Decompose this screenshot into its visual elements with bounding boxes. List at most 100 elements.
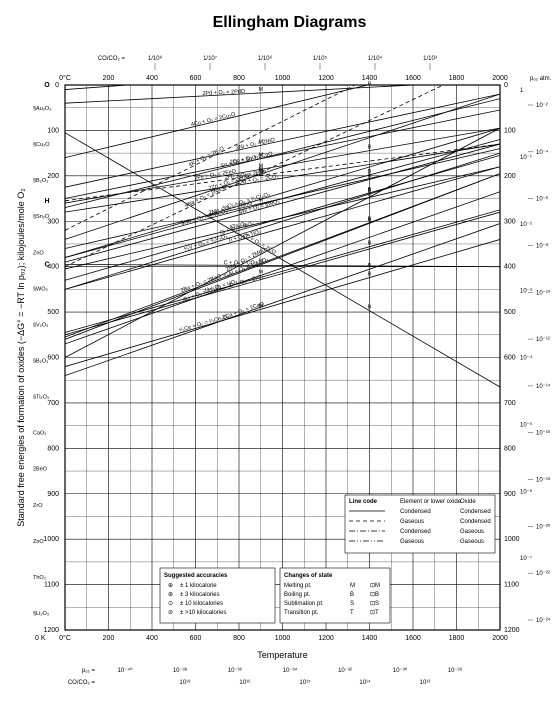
svg-text:400: 400 (504, 264, 516, 271)
svg-text:0°C: 0°C (59, 74, 71, 82)
svg-text:1000: 1000 (43, 536, 59, 543)
svg-text:M: M (258, 303, 263, 309)
svg-text:600: 600 (47, 355, 59, 362)
svg-text:T: T (350, 610, 354, 616)
svg-text:1: 1 (520, 88, 524, 94)
svg-text:10⁻³⁸: 10⁻³⁸ (173, 667, 188, 674)
svg-text:1/10⁷: 1/10⁷ (203, 55, 217, 62)
svg-text:§V₂O₃: §V₂O₃ (33, 322, 48, 328)
svg-text:B: B (368, 263, 372, 269)
svg-text:10⁻³⁶: 10⁻³⁶ (228, 667, 243, 674)
svg-text:700: 700 (47, 400, 59, 407)
svg-text:2000: 2000 (492, 635, 508, 642)
svg-text:§Au₂O₃: §Au₂O₃ (33, 106, 51, 112)
svg-text:CO/CO₂ =: CO/CO₂ = (68, 680, 96, 686)
svg-text:400: 400 (146, 635, 158, 642)
svg-text:§Cu₂O: §Cu₂O (33, 142, 50, 148)
svg-text:2Pd + O₂ = 2PdO: 2Pd + O₂ = 2PdO (202, 89, 246, 97)
svg-text:10¹⁸: 10¹⁸ (179, 679, 191, 686)
svg-text:10⁻⁵: 10⁻⁵ (520, 421, 533, 428)
svg-text:Sublimation pt.: Sublimation pt. (284, 601, 324, 607)
svg-text:0: 0 (55, 82, 59, 89)
svg-text:Element or lower oxide: Element or lower oxide (400, 499, 462, 505)
svg-text:Line code: Line code (349, 499, 378, 505)
svg-text:S: S (350, 601, 354, 607)
svg-text:pₒ₂ =: pₒ₂ = (82, 668, 96, 674)
svg-text:1100: 1100 (44, 582, 59, 589)
page-title: Ellingham Diagrams (10, 14, 559, 32)
svg-text:⊘: ⊘ (168, 610, 173, 616)
svg-text:§Ti₂O₃: §Ti₂O₃ (33, 395, 49, 401)
svg-text:1/10³: 1/10³ (423, 56, 437, 62)
svg-text:Gaseous: Gaseous (400, 539, 424, 545)
svg-text:10⁻²⁸: 10⁻²⁸ (448, 667, 463, 674)
svg-text:10⁻²²: 10⁻²² (536, 571, 550, 577)
svg-text:10⁻¹⁰: 10⁻¹⁰ (536, 289, 551, 296)
svg-text:M: M (350, 583, 355, 589)
svg-text:ZnO: ZnO (33, 539, 44, 545)
svg-text:10⁻²: 10⁻² (536, 103, 548, 109)
svg-text:C: C (44, 261, 49, 268)
svg-text:10⁻⁷: 10⁻⁷ (520, 555, 532, 562)
svg-text:B: B (368, 272, 372, 278)
svg-text:M: M (258, 87, 263, 93)
svg-text:100: 100 (47, 127, 59, 134)
svg-text:1/10⁵: 1/10⁵ (313, 55, 328, 62)
svg-text:800: 800 (504, 445, 516, 452)
svg-text:Suggested accuracies: Suggested accuracies (164, 573, 228, 579)
svg-text:1800: 1800 (449, 635, 465, 642)
svg-text:1800: 1800 (449, 75, 465, 82)
svg-text:700: 700 (504, 400, 516, 407)
svg-text:10⁻¹²: 10⁻¹² (536, 337, 550, 343)
svg-text:± >10 kilocalories: ± >10 kilocalories (180, 610, 226, 616)
svg-text:§WO₃: §WO₃ (33, 286, 48, 292)
svg-text:600: 600 (190, 75, 202, 82)
svg-text:M: M (258, 167, 263, 173)
svg-text:500: 500 (47, 309, 59, 316)
svg-text:500: 500 (504, 309, 516, 316)
svg-text:1200: 1200 (318, 635, 334, 642)
svg-text:2000: 2000 (492, 75, 508, 82)
svg-text:200: 200 (103, 75, 115, 82)
svg-text:1200: 1200 (318, 75, 334, 82)
svg-text:10¹⁴: 10¹⁴ (359, 679, 371, 686)
svg-text:10⁻⁸: 10⁻⁸ (536, 242, 549, 249)
svg-text:1200: 1200 (43, 627, 59, 634)
svg-text:Sn + O₂ = SnO₂: Sn + O₂ = SnO₂ (220, 154, 259, 169)
svg-text:B: B (368, 191, 372, 197)
svg-text:Condensed: Condensed (460, 509, 491, 515)
svg-text:100: 100 (504, 127, 516, 134)
svg-text:1200: 1200 (504, 627, 520, 634)
svg-text:800: 800 (233, 635, 245, 642)
svg-text:1600: 1600 (405, 635, 421, 642)
svg-text:900: 900 (47, 491, 59, 498)
svg-text:ZnO: ZnO (33, 250, 44, 256)
svg-text:± 1 kilocalorie: ± 1 kilocalorie (180, 583, 217, 589)
svg-text:10⁻¹⁴: 10⁻¹⁴ (536, 383, 551, 390)
svg-text:1/10⁸: 1/10⁸ (148, 55, 163, 62)
svg-text:± 10 kilocalories: ± 10 kilocalories (180, 601, 223, 607)
svg-text:⊙: ⊙ (168, 601, 173, 607)
svg-text:ZrO: ZrO (33, 503, 43, 509)
svg-text:10⁻⁶: 10⁻⁶ (520, 488, 533, 495)
svg-text:2Ni + O₂ = 2NiO: 2Ni + O₂ = 2NiO (235, 137, 276, 151)
svg-text:B: B (368, 145, 372, 151)
svg-text:1000: 1000 (275, 75, 291, 82)
svg-text:ThO₂: ThO₂ (33, 575, 46, 581)
svg-text:pₒ₂ atm.: pₒ₂ atm. (530, 76, 552, 82)
svg-text:§B₂O₃: §B₂O₃ (33, 178, 48, 184)
svg-text:0 K: 0 K (35, 635, 46, 642)
svg-text:10⁻³⁴: 10⁻³⁴ (283, 667, 298, 674)
svg-text:Transition pt.: Transition pt. (284, 610, 319, 616)
svg-text:Condensed: Condensed (400, 529, 431, 535)
svg-text:⁴⁄₃Ce + O₂ = ²⁄₃Ce₂O₃: ⁴⁄₃Ce + O₂ = ²⁄₃Ce₂O₃ (178, 313, 230, 334)
svg-text:0: 0 (504, 82, 508, 89)
svg-text:10⁻²⁰: 10⁻²⁰ (536, 523, 551, 530)
ellingham-chart: 0°C2004006008001000120014001600180020000… (10, 40, 559, 700)
svg-text:CaO₂: CaO₂ (33, 431, 46, 437)
svg-text:⊡S: ⊡S (370, 601, 379, 607)
svg-text:10⁻¹: 10⁻¹ (520, 155, 532, 161)
svg-text:1/10⁶: 1/10⁶ (258, 55, 273, 62)
svg-text:B: B (368, 305, 372, 311)
svg-text:600: 600 (190, 635, 202, 642)
